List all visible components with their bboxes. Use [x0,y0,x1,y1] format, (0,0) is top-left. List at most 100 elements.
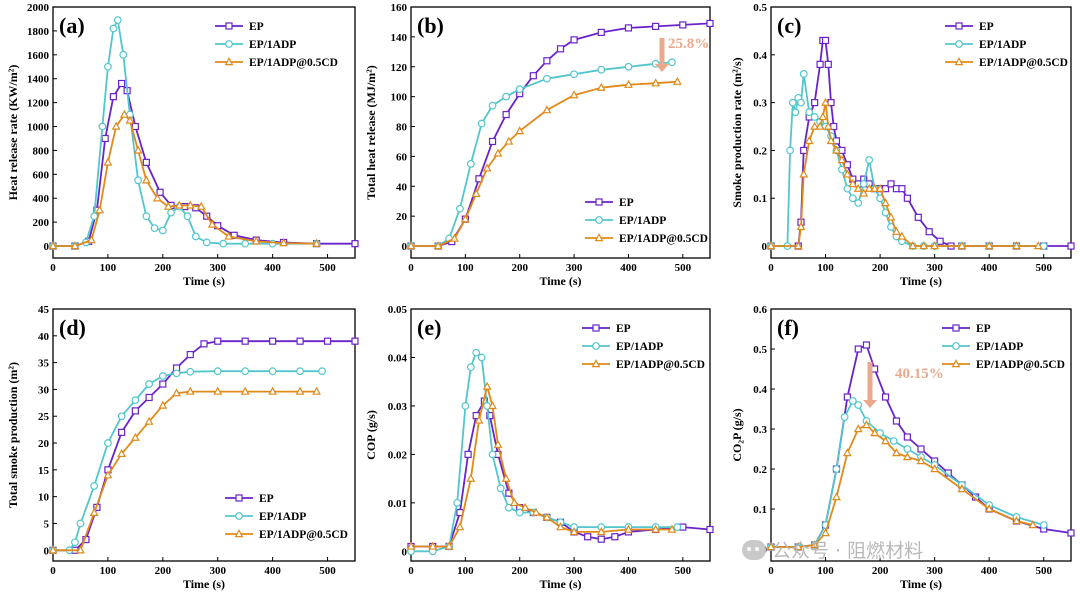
data-point [464,450,472,458]
data-point [406,241,416,250]
x-tick-label: 100 [817,262,834,274]
plot-frame [410,308,711,562]
data-point [133,145,143,154]
data-point [466,159,475,168]
x-tick-label: 100 [457,262,474,274]
data-point [119,109,129,118]
annotation-arrow-icon [863,400,877,408]
data-point [811,99,819,107]
y-tick-label: 0.3 [753,98,767,110]
data-point [791,108,800,117]
plot-frame [770,308,1072,562]
y-tick-label: 60 [396,151,408,163]
data-point [76,545,85,554]
data-point [474,415,484,424]
data-point [624,79,633,88]
data-point [1028,520,1038,529]
data-point [766,542,776,551]
y-tick-label: 0 [402,241,408,253]
series-ep-1adp-0-5cd [48,109,321,250]
data-point [570,70,578,79]
y-tick-label: 20 [38,438,50,450]
data-point [477,119,486,128]
data-point [460,214,470,223]
legend-marker [954,57,964,66]
legend-marker [955,22,963,30]
legend-marker [225,22,233,30]
legend-marker [951,359,961,368]
data-point [1067,529,1075,537]
data-point [104,439,112,447]
data-point [191,232,200,241]
legend-entry: EP/1ADP@0.5CD [945,57,1068,69]
x-tick-label: 0 [50,262,56,274]
y-axis-label: COP (g/s) [364,410,378,460]
data-point [98,122,107,131]
x-tick-label: 500 [675,262,692,274]
data-point [679,21,687,29]
data-point [351,240,359,248]
plot-frame [770,6,1072,259]
data-point [185,386,195,395]
data-point [150,224,159,233]
data-point [241,337,249,345]
data-point [859,179,868,188]
y-tick-label: 120 [391,62,408,74]
y-tick-label: 600 [33,169,50,181]
data-point [113,16,122,25]
x-tick-label: 100 [817,565,834,577]
x-tick-label: 0 [408,262,414,274]
data-point [477,353,486,362]
x-tick-label: 500 [319,565,336,577]
legend-label: EP/1ADP [259,511,306,523]
data-point [862,420,871,429]
y-tick-label: 1600 [27,50,50,62]
series-ep-1adp [407,348,682,556]
legend-marker [592,324,600,332]
chart-panel-c: 0 100 200 300 400 500 0 0.1 0.2 0.3 0.4 0.5 Time (s)… [730,2,1075,288]
legend-label: EP/1ADP@0.5CD [979,57,1068,69]
data-point [892,226,901,235]
series-line [771,400,1044,548]
data-point [908,241,918,250]
data-point [103,470,113,479]
data-point [101,134,109,143]
data-point [821,97,830,106]
x-tick-label: 400 [620,262,637,274]
x-axis-label: Time (s) [183,274,225,288]
panel-label: (d) [59,315,86,340]
data-point [461,402,470,410]
data-point [111,121,121,130]
data-point [854,199,863,207]
data-point [832,145,841,154]
data-point [200,340,208,348]
panel-label: (a) [59,13,85,38]
data-point [296,337,304,345]
data-point [862,341,871,349]
data-point [542,512,552,521]
series-line [53,19,317,247]
data-point [848,179,858,188]
data-point [597,535,605,543]
x-tick-label: 300 [926,262,943,274]
data-point [158,372,167,380]
data-point [800,146,808,155]
data-point [466,473,476,482]
y-tick-label: 0.5 [753,2,767,14]
data-point [797,98,805,107]
data-point [145,393,153,402]
data-point [269,337,277,345]
data-point [323,337,332,345]
data-point [453,498,462,507]
data-point [854,401,863,409]
y-tick-label: 0.2 [753,464,767,476]
data-point [70,241,80,250]
data-point [569,90,579,99]
data-point [472,348,481,357]
data-point [859,188,869,197]
data-point [131,122,139,131]
data-point [584,533,592,541]
data-point [444,541,454,550]
y-tick-label: 40 [38,331,50,343]
data-point [145,380,153,388]
